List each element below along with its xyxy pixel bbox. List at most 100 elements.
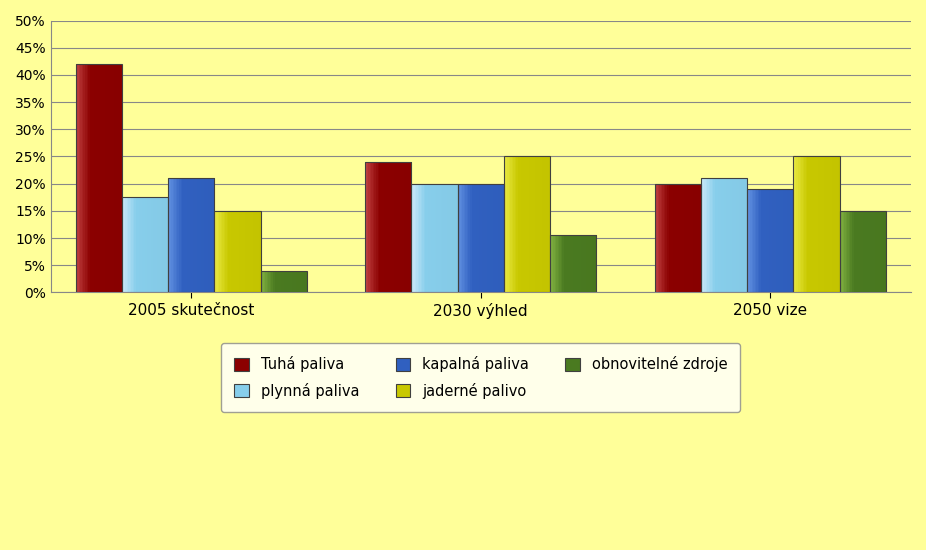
Bar <box>861 211 863 293</box>
Bar <box>845 211 847 293</box>
Bar <box>752 189 754 293</box>
Bar <box>510 157 512 293</box>
Bar <box>430 184 432 293</box>
Bar <box>513 157 515 293</box>
Bar <box>703 178 705 293</box>
Bar <box>698 184 700 293</box>
Bar <box>79 64 81 293</box>
Bar <box>662 184 664 293</box>
Bar <box>826 157 828 293</box>
Bar <box>106 64 108 293</box>
Bar <box>402 162 404 293</box>
Bar <box>733 178 735 293</box>
Bar <box>496 184 498 293</box>
Bar <box>432 184 433 293</box>
Bar <box>97 64 99 293</box>
Bar <box>541 157 543 293</box>
Bar <box>169 178 215 293</box>
Bar <box>849 211 851 293</box>
Bar <box>392 162 394 293</box>
Bar <box>390 162 392 293</box>
Bar <box>131 197 133 293</box>
Bar <box>858 211 860 293</box>
Bar <box>232 211 233 293</box>
Bar <box>829 157 831 293</box>
Bar <box>104 64 106 293</box>
Bar <box>681 184 682 293</box>
Bar <box>137 197 139 293</box>
Bar <box>222 211 224 293</box>
Bar <box>162 197 164 293</box>
Bar <box>206 178 208 293</box>
Bar <box>518 157 519 293</box>
Bar <box>490 184 492 293</box>
Bar <box>285 271 287 293</box>
Bar <box>411 184 413 293</box>
Bar <box>687 184 689 293</box>
Bar <box>690 184 692 293</box>
Bar <box>536 157 538 293</box>
Bar <box>216 211 218 293</box>
Bar <box>422 184 424 293</box>
Bar <box>478 184 480 293</box>
Bar <box>773 189 775 293</box>
Bar <box>692 184 694 293</box>
Bar <box>196 178 198 293</box>
Bar <box>444 184 445 293</box>
Bar <box>301 271 303 293</box>
Bar <box>847 211 849 293</box>
Bar <box>855 211 857 293</box>
Bar <box>532 157 533 293</box>
Bar <box>119 64 120 293</box>
Bar <box>122 197 169 293</box>
Bar <box>782 189 784 293</box>
Bar <box>276 271 278 293</box>
Bar <box>127 197 129 293</box>
Bar <box>689 184 691 293</box>
Bar <box>882 211 883 293</box>
Bar <box>461 184 463 293</box>
Bar <box>757 189 758 293</box>
Bar <box>664 184 666 293</box>
Bar <box>399 162 401 293</box>
Bar <box>206 178 207 293</box>
Bar <box>657 184 658 293</box>
Bar <box>840 211 886 293</box>
Bar <box>550 235 596 293</box>
Bar <box>193 178 194 293</box>
Bar <box>229 211 231 293</box>
Bar <box>266 271 268 293</box>
Bar <box>553 235 556 293</box>
Bar <box>125 197 127 293</box>
Bar <box>503 184 505 293</box>
Bar <box>369 162 370 293</box>
Bar <box>550 235 552 293</box>
Bar <box>840 211 842 293</box>
Bar <box>281 271 282 293</box>
Bar <box>807 157 809 293</box>
Bar <box>450 184 452 293</box>
Bar <box>236 211 238 293</box>
Bar <box>749 189 751 293</box>
Bar <box>257 211 258 293</box>
Bar <box>94 64 96 293</box>
Bar <box>852 211 854 293</box>
Bar <box>178 178 180 293</box>
Bar <box>443 184 444 293</box>
Bar <box>806 157 807 293</box>
Bar <box>657 184 659 293</box>
Bar <box>724 178 726 293</box>
Bar <box>755 189 757 293</box>
Bar <box>670 184 672 293</box>
Bar <box>781 189 783 293</box>
Bar <box>473 184 475 293</box>
Bar <box>144 197 145 293</box>
Bar <box>145 197 147 293</box>
Bar <box>562 235 565 293</box>
Bar <box>171 178 173 293</box>
Bar <box>169 178 170 293</box>
Bar <box>105 64 107 293</box>
Bar <box>132 197 134 293</box>
Bar <box>485 184 487 293</box>
Bar <box>580 235 582 293</box>
